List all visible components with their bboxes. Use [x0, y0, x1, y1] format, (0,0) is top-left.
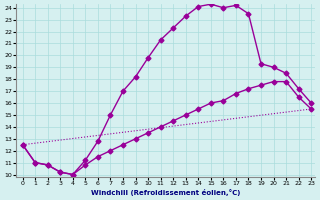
X-axis label: Windchill (Refroidissement éolien,°C): Windchill (Refroidissement éolien,°C)	[91, 189, 240, 196]
